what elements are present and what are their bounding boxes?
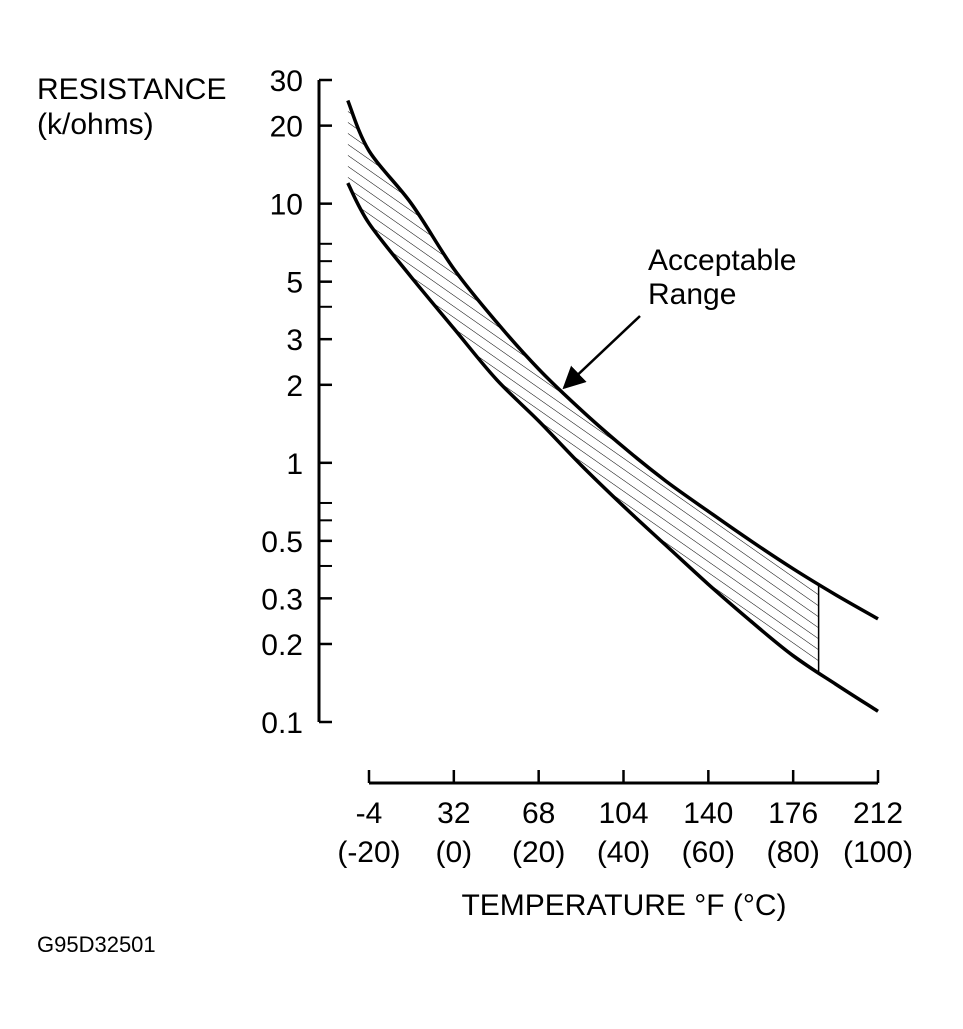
x-tick-label-fahrenheit: 176 xyxy=(768,797,818,830)
x-tick-label-celsius: (80) xyxy=(766,836,819,869)
x-tick-label-fahrenheit: -4 xyxy=(356,797,383,830)
acceptable-range-band xyxy=(347,100,819,674)
x-tick-label-fahrenheit: 104 xyxy=(598,797,648,830)
x-tick-label-celsius: (0) xyxy=(435,836,472,869)
y-tick-label: 0.3 xyxy=(261,583,303,616)
y-tick-label: 3 xyxy=(286,324,303,357)
y-tick-label: 30 xyxy=(270,65,303,98)
annotation-line1: Acceptable xyxy=(648,244,796,277)
x-axis-ticks: -4 (-20) 32 (0) 68 (20) 104 (40) 140 (60) 176 (80) 2… xyxy=(337,770,913,869)
y-tick-label: 1 xyxy=(286,448,303,481)
annotation-line2: Range xyxy=(648,278,736,311)
lower-limit-curve xyxy=(346,182,879,713)
x-tick-label-celsius: (20) xyxy=(512,836,565,869)
x-axis-label: TEMPERATURE °F (°C) xyxy=(461,889,786,922)
y-axis-ticks: 30 20 10 5 3 2 1 0.5 0.3 0.2 0.1 xyxy=(261,65,332,740)
y-tick-label: 2 xyxy=(286,370,303,403)
x-tick-label-fahrenheit: 32 xyxy=(437,797,470,830)
y-tick-label: 0.5 xyxy=(261,526,303,559)
y-axis-label-line1: RESISTANCE xyxy=(37,73,226,106)
x-tick-label-celsius: (100) xyxy=(843,836,913,869)
x-tick-label-celsius: (40) xyxy=(597,836,650,869)
x-tick-label-fahrenheit: 68 xyxy=(522,797,555,830)
y-tick-label: 10 xyxy=(270,189,303,222)
y-axis-minor-ticks xyxy=(319,242,332,567)
y-tick-label: 20 xyxy=(270,111,303,144)
x-tick-label-fahrenheit: 140 xyxy=(683,797,733,830)
annotation-arrow xyxy=(562,315,641,390)
y-tick-label: 5 xyxy=(286,267,303,300)
x-tick-label-fahrenheit: 212 xyxy=(853,797,903,830)
y-axis-label-line2: (k/ohms) xyxy=(37,108,154,141)
x-tick-label-celsius: (60) xyxy=(682,836,735,869)
x-tick-label-celsius: (-20) xyxy=(337,836,400,869)
y-tick-label: 0.2 xyxy=(261,629,303,662)
figure-id: G95D32501 xyxy=(37,932,156,957)
y-tick-label: 0.1 xyxy=(261,707,303,740)
upper-limit-curve xyxy=(346,99,879,621)
